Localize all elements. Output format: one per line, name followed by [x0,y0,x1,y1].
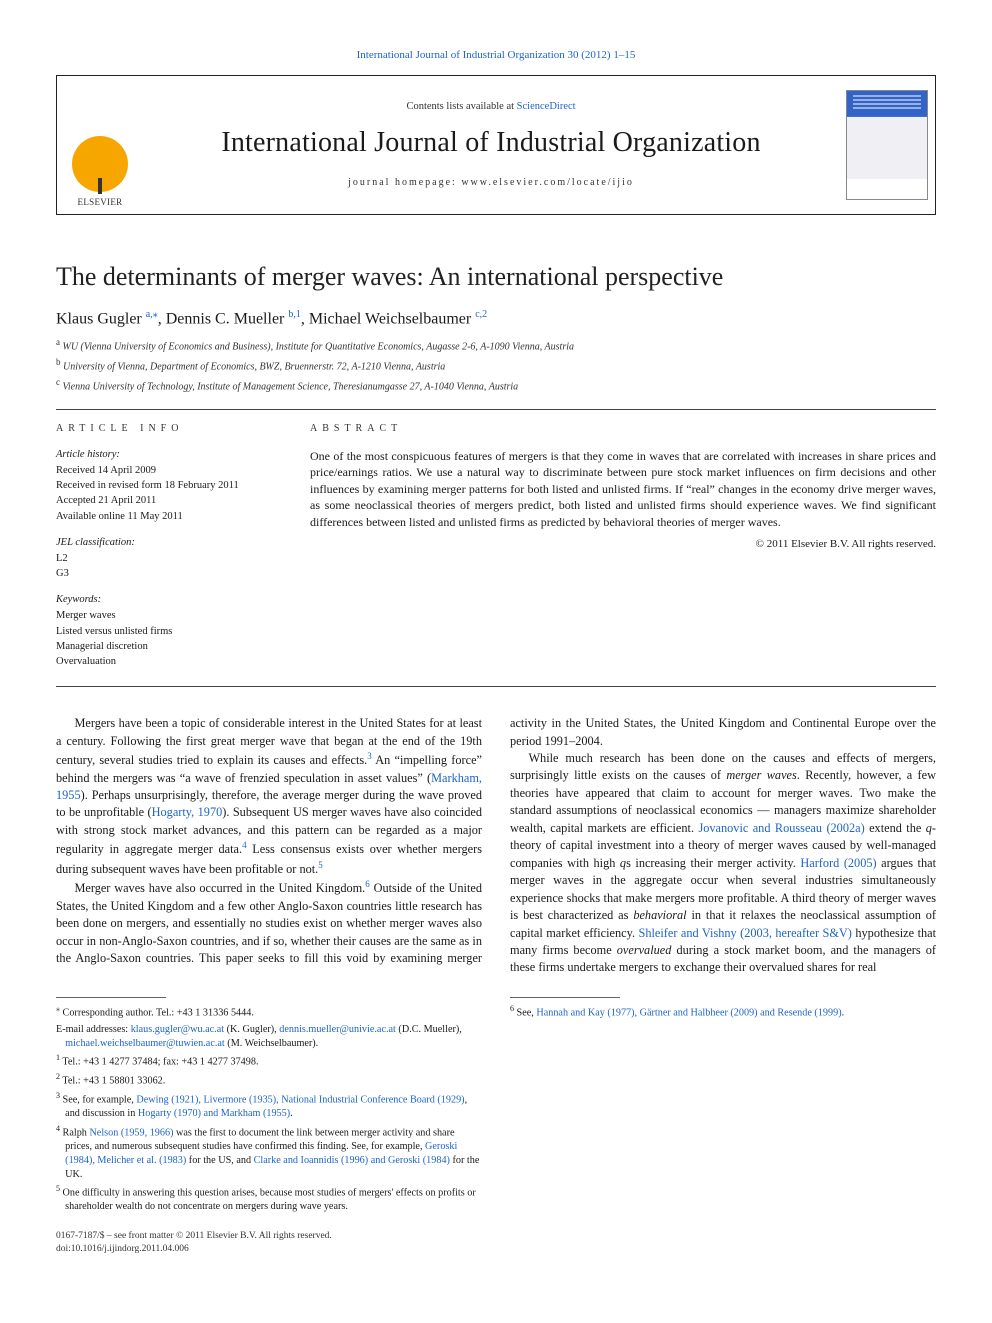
front-matter-text: 0167-7187/$ – see front matter © 2011 El… [56,1230,482,1243]
footnote: 2 Tel.: +43 1 58801 33062. [56,1072,482,1088]
affil-mark: c [56,377,60,387]
footnote-rule-right [510,997,620,998]
footnote-number: 5 [56,1184,60,1193]
article-history-head: Article history: [56,448,282,462]
top-citation: International Journal of Industrial Orga… [56,48,936,63]
citation-link[interactable]: Harford (2005) [800,856,876,870]
citation-link[interactable]: Jovanovic and Rousseau (2002a) [698,821,864,835]
italic-text: behavioral [633,908,686,922]
authors-line: Klaus Gugler a,⁎, Dennis C. Mueller b,1,… [56,308,936,330]
footnote-mark[interactable]: 4 [242,840,247,850]
publisher-name: ELSEVIER [78,196,123,208]
body-text: Mergers have been a topic of considerabl… [56,715,936,977]
footnote-mark[interactable]: 6 [365,879,370,889]
body-paragraph: While much research has been done on the… [510,750,936,977]
elsevier-tree-icon [72,136,128,192]
journal-cover-thumb [839,76,935,214]
body-paragraph: Mergers have been a topic of considerabl… [56,715,482,878]
history-line: Received 14 April 2009 [56,464,282,478]
author-affil-mark: b,1 [288,309,301,320]
email-link[interactable]: dennis.mueller@univie.ac.at [279,1024,396,1035]
footnote-number: 3 [56,1091,60,1100]
keyword: Managerial discretion [56,640,282,654]
affiliation: c Vienna University of Technology, Insti… [56,376,936,394]
citation-link[interactable]: Hannah and Kay (1977), Gärtner and Halbh… [536,1007,841,1018]
footnote: 4 Ralph Nelson (1959, 1966) was the firs… [56,1124,482,1181]
citation-link[interactable]: Hogarty (1970) and Markham (1955) [138,1108,290,1119]
journal-homepage: journal homepage: www.elsevier.com/locat… [348,176,634,190]
citation-link[interactable]: Hogarty, 1970 [152,805,223,819]
doi-text: doi:10.1016/j.ijindorg.2011.04.006 [56,1243,482,1256]
email-link[interactable]: klaus.gugler@wu.ac.at [131,1024,224,1035]
jel-code: L2 [56,552,282,566]
footnotes-left: ⁎ Corresponding author. Tel.: +43 1 3133… [56,1004,482,1214]
cover-image-icon [846,90,928,200]
abstract-copyright: © 2011 Elsevier B.V. All rights reserved… [310,537,936,552]
footnote-number: 1 [56,1053,60,1062]
contents-lists-line: Contents lists available at ScienceDirec… [406,100,575,114]
italic-text: q [620,856,626,870]
affiliation: a WU (Vienna University of Economics and… [56,336,936,354]
citation-link[interactable]: Markham, 1955 [56,771,482,802]
article-info-label: ARTICLE INFO [56,422,282,436]
keyword: Listed versus unlisted firms [56,625,282,639]
corresponding-author-mark: ⁎ [153,309,158,320]
footnote-rule-left [56,997,166,998]
citation-link[interactable]: Clarke and Ioannidis (1996) and Geroski … [254,1155,450,1166]
homepage-prefix: journal homepage: [348,177,461,188]
header-center: Contents lists available at ScienceDirec… [143,76,839,214]
jel-head: JEL classification: [56,536,282,550]
italic-text: E-mail addresses: [56,1024,131,1035]
footnote: 1 Tel.: +43 1 4277 37484; fax: +43 1 427… [56,1053,482,1069]
footnote: 3 See, for example, Dewing (1921), Liver… [56,1091,482,1121]
journal-header-box: ELSEVIER Contents lists available at Sci… [56,75,936,215]
citation-link[interactable]: Nelson (1959, 1966) [89,1128,173,1139]
history-line: Received in revised form 18 February 201… [56,479,282,493]
footnote-mark[interactable]: 5 [318,860,323,870]
affil-mark: a [56,337,60,347]
citation-link[interactable]: Shleifer and Vishny (2003, hereafter S&V… [639,926,852,940]
italic-text: overvalued [617,943,672,957]
footnote-mark[interactable]: 3 [367,751,372,761]
jel-code: G3 [56,567,282,581]
footnote-number: 2 [56,1072,60,1081]
italic-text: q [926,821,932,835]
citation-link[interactable]: Dewing (1921), Livermore (1935), Nationa… [136,1095,464,1106]
rule-bottom [56,686,936,687]
author-affil-mark: c,2 [475,309,487,320]
history-line: Accepted 21 April 2011 [56,494,282,508]
footnote-number: ⁎ [56,1004,60,1013]
footnote: ⁎ Corresponding author. Tel.: +43 1 3133… [56,1004,482,1020]
keywords-head: Keywords: [56,593,282,607]
sciencedirect-link[interactable]: ScienceDirect [517,101,576,112]
abstract-text: One of the most conspicuous features of … [310,448,936,531]
history-line: Available online 11 May 2011 [56,510,282,524]
homepage-url[interactable]: www.elsevier.com/locate/ijio [461,177,634,188]
footnote: 5 One difficulty in answering this quest… [56,1184,482,1214]
email-link[interactable]: michael.weichselbaumer@tuwien.ac.at [65,1038,225,1049]
front-matter-line: 0167-7187/$ – see front matter © 2011 El… [56,1230,482,1256]
footnotes-right: 6 See, Hannah and Kay (1977), Gärtner an… [510,1004,936,1020]
affiliation: b University of Vienna, Department of Ec… [56,356,936,374]
journal-name: International Journal of Industrial Orga… [221,124,760,162]
publisher-logo: ELSEVIER [57,76,143,214]
footnote: 6 See, Hannah and Kay (1977), Gärtner an… [510,1004,936,1020]
italic-text: merger waves [726,768,796,782]
article-title: The determinants of merger waves: An int… [56,259,936,294]
author-affil-mark: a, [146,309,153,320]
contents-prefix: Contents lists available at [406,101,516,112]
keyword: Merger waves [56,609,282,623]
top-citation-link[interactable]: International Journal of Industrial Orga… [357,49,636,61]
rule-top [56,409,936,410]
footnote-number: 4 [56,1124,60,1133]
footnote-number: 6 [510,1004,514,1013]
footnote: E-mail addresses: klaus.gugler@wu.ac.at … [56,1023,482,1050]
affil-mark: b [56,357,61,367]
abstract-label: ABSTRACT [310,422,936,436]
keyword: Overvaluation [56,655,282,669]
